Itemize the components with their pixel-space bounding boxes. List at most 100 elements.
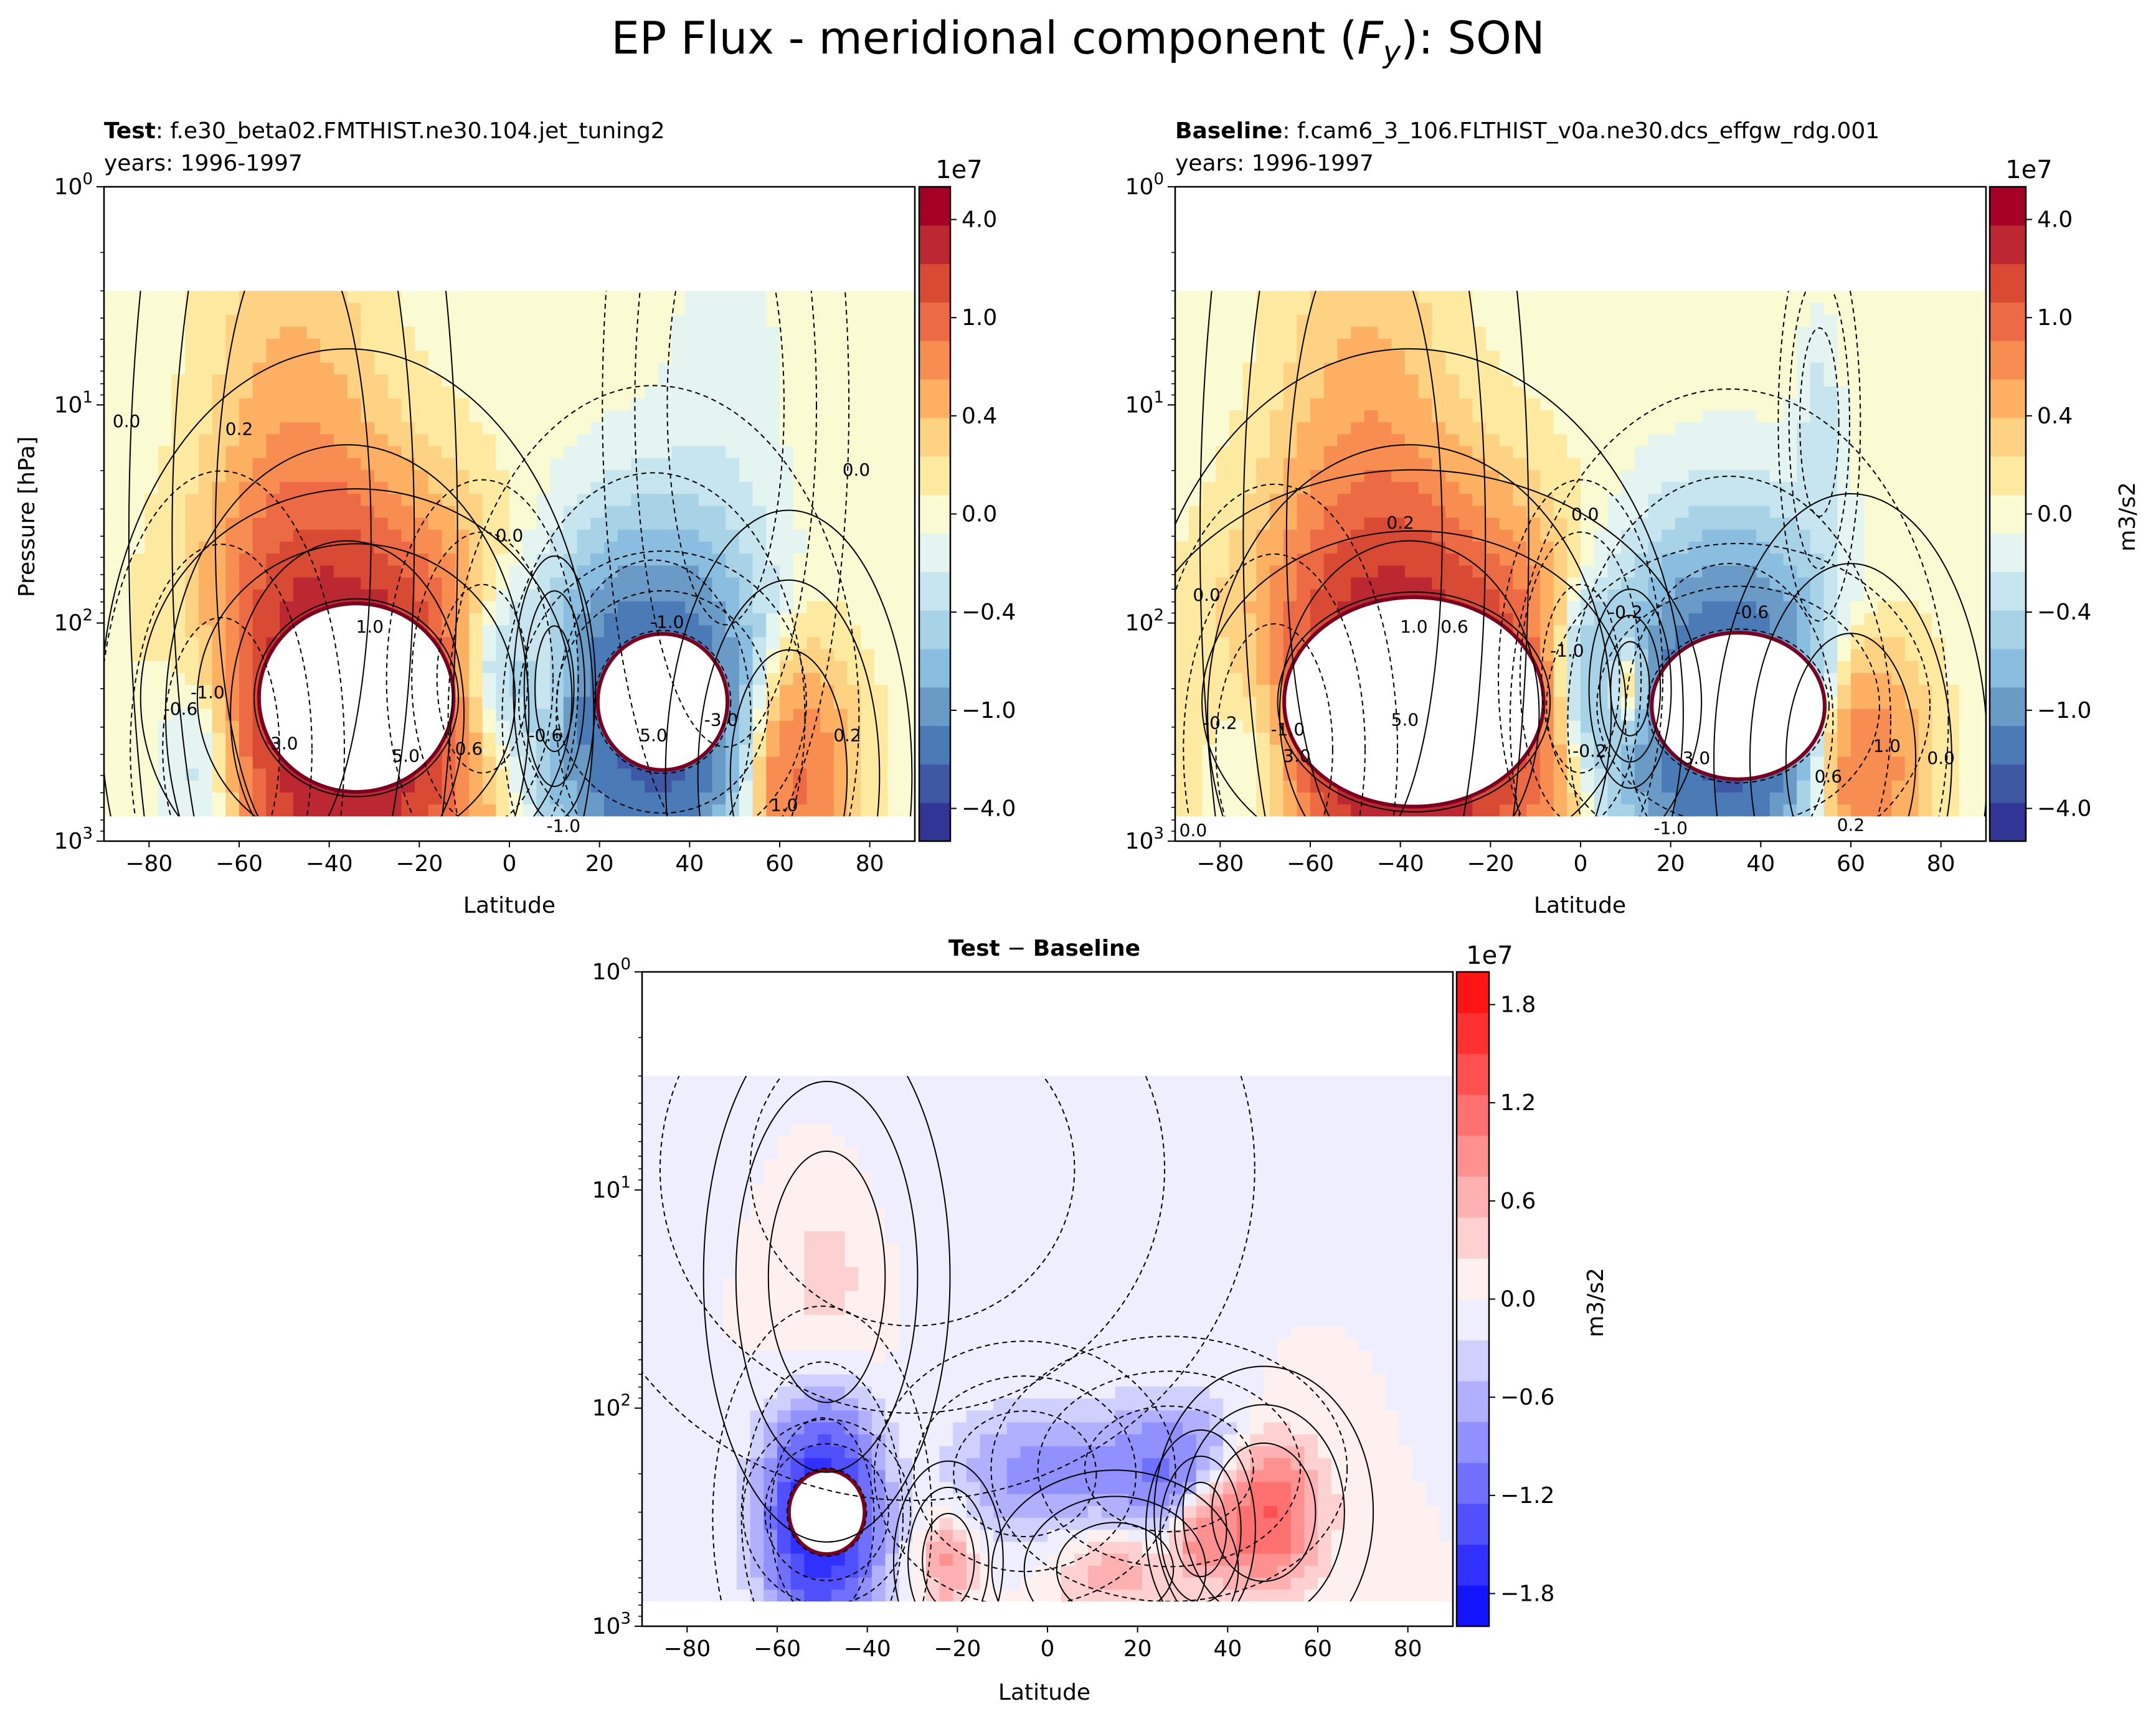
test-cell [861,793,875,805]
test-cell [361,482,375,494]
baseline-cell [1284,518,1298,530]
test-cell [590,542,605,554]
test-cell [428,458,443,471]
test-cell [428,398,443,411]
test-cell [848,351,862,363]
test-cell [793,422,808,435]
test-cell [874,506,889,519]
test-cell [726,518,740,530]
baseline-cell [1378,482,1392,494]
baseline-cell [1675,362,1690,375]
test-cell [780,362,794,375]
test-cell [604,422,618,435]
baseline-cell [1472,518,1487,530]
baseline-cell [1540,410,1554,423]
test-cell [726,327,740,339]
test-cell [806,697,821,709]
baseline-cell [1635,446,1649,459]
baseline-cell [1567,697,1581,709]
baseline-cell [1432,482,1446,494]
test-cell [388,518,402,530]
baseline-cell [1189,793,1203,805]
test-cell [793,362,808,375]
test-cell [293,518,308,530]
test-cell [739,470,754,483]
test-cell [726,673,740,685]
test-cell [712,410,727,423]
test-cell [185,649,199,662]
test-cell [374,470,389,483]
baseline-cell [1607,565,1622,578]
test-cell [509,387,524,399]
test-cell [509,553,524,566]
baseline-cell [1702,291,1716,303]
baseline-cell [1770,327,1784,339]
baseline-cell [1770,291,1784,303]
baseline-cell [1675,291,1690,303]
test-cell [442,482,456,494]
test-cell [293,327,308,339]
test-cell [104,542,118,554]
test-cell [293,374,308,387]
baseline-cell [1405,446,1419,459]
baseline-cell [1216,482,1230,494]
baseline-cell [1500,530,1514,542]
test-contour-label: 5.0 [640,725,668,745]
test-cell [253,781,267,793]
test-cell [645,530,659,542]
baseline-cell [1648,601,1663,614]
baseline-cell [1364,291,1379,303]
test-cell [225,613,240,626]
baseline-cell [1284,398,1298,411]
baseline-cell [1594,470,1609,483]
baseline-cell [1607,327,1622,339]
test-cell [415,327,429,339]
test-colorbar-swatch [919,726,950,765]
baseline-cell [1810,613,1825,626]
test-cell [726,315,740,327]
test-cell [158,339,172,351]
baseline-cell [1662,422,1676,435]
test-cell [455,781,470,793]
test-cell [712,804,727,817]
baseline-cell [1324,422,1338,435]
baseline-cell [1405,565,1419,578]
baseline-cell [1662,291,1676,303]
test-cell [280,387,294,399]
baseline-cell [1729,387,1744,399]
test-cell [469,673,483,685]
baseline-cell [1526,362,1541,375]
test-cell [483,291,497,303]
test-cell [820,446,835,459]
baseline-cell [1419,494,1433,506]
baseline-cell [1202,553,1216,566]
test-cell [172,542,186,554]
baseline-cell [1689,601,1703,614]
baseline-cell [1364,398,1379,411]
baseline-cell [1784,351,1798,363]
baseline-cell [1675,410,1690,423]
test-cell [658,530,673,542]
test-cell [280,793,294,805]
test-cell [158,446,172,459]
baseline-cell [1419,553,1433,566]
baseline-cell [1702,422,1716,435]
test-cell [780,721,794,733]
baseline-cell [1189,434,1203,446]
baseline-cell [1648,303,1663,315]
baseline-cell [1635,685,1649,697]
test-cell [766,351,780,363]
baseline-cell [1391,362,1406,375]
test-cell [577,291,592,303]
test-cell [415,590,429,602]
test-cell [793,542,808,554]
test-cell [753,649,767,662]
baseline-cell [1594,315,1609,327]
test-cell [671,518,686,530]
test-cell [848,745,862,757]
test-cell [172,769,186,781]
baseline-cell [1378,410,1392,423]
baseline-cell [1175,745,1189,757]
test-cell [685,494,699,506]
baseline-cell [1662,339,1676,351]
